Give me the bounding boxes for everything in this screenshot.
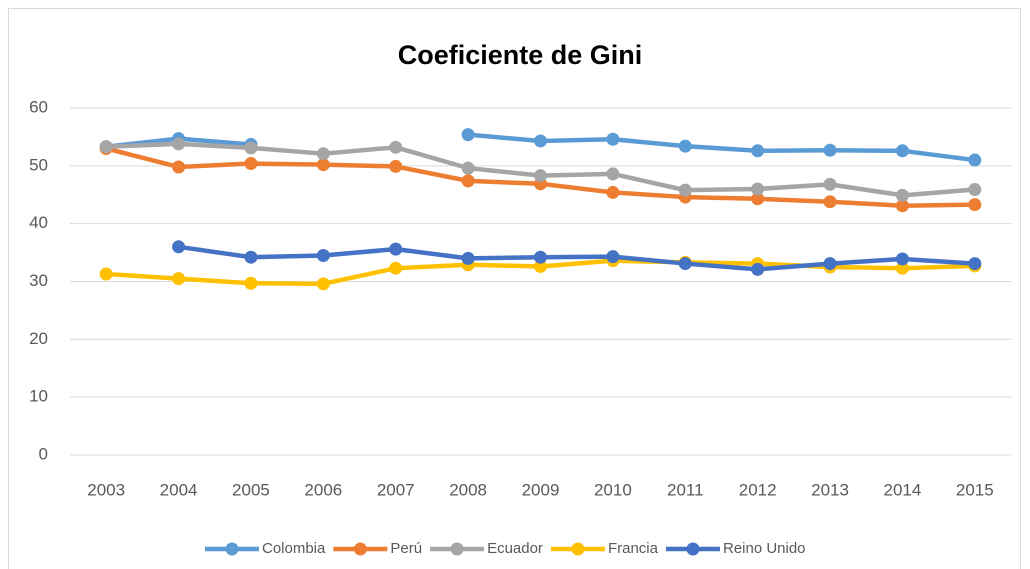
x-tick-label: 2004: [160, 480, 198, 499]
data-point: [895, 261, 909, 275]
y-tick-label: 40: [29, 213, 48, 232]
data-point: [461, 161, 475, 175]
data-point: [316, 248, 330, 262]
data-point: [751, 144, 765, 158]
data-point: [244, 157, 258, 171]
data-point: [244, 141, 258, 155]
data-point: [461, 174, 475, 188]
data-point: [172, 240, 186, 254]
legend-marker: [571, 542, 585, 556]
data-point: [823, 177, 837, 191]
legend-label: Ecuador: [487, 540, 543, 557]
x-tick-label: 2011: [667, 480, 704, 499]
x-tick-label: 2013: [811, 480, 849, 499]
data-point: [316, 147, 330, 161]
data-point: [606, 132, 620, 146]
data-point: [244, 250, 258, 264]
chart-border: [8, 8, 1021, 569]
data-point: [968, 183, 982, 197]
data-point: [244, 276, 258, 290]
data-point: [534, 259, 547, 273]
data-point: [968, 153, 982, 167]
data-point: [895, 144, 909, 158]
data-point: [751, 182, 765, 196]
data-point: [389, 242, 403, 256]
data-point: [606, 250, 620, 264]
data-point: [172, 137, 186, 151]
x-tick-label: 2005: [232, 480, 270, 499]
x-tick-label: 2009: [522, 480, 560, 499]
data-point: [389, 140, 403, 154]
data-point: [606, 185, 620, 199]
data-point: [678, 139, 692, 153]
data-point: [606, 167, 620, 181]
data-point: [823, 257, 837, 271]
data-point: [389, 261, 403, 275]
y-tick-label: 30: [29, 271, 48, 290]
data-point: [968, 257, 982, 271]
chart-title: Coeficiente de Gini: [398, 40, 643, 70]
legend-marker: [450, 542, 464, 556]
x-tick-label: 2006: [304, 480, 342, 499]
y-tick-label: 0: [39, 444, 48, 463]
y-tick-label: 20: [29, 329, 48, 348]
data-point: [172, 160, 186, 174]
data-point: [751, 192, 765, 206]
data-point: [534, 250, 547, 264]
data-point: [389, 159, 403, 173]
legend-label: Francia: [608, 540, 659, 557]
data-point: [751, 262, 765, 276]
data-point: [172, 272, 186, 286]
x-tick-label: 2010: [594, 480, 632, 499]
x-tick-label: 2008: [449, 480, 487, 499]
data-point: [895, 199, 909, 213]
data-point: [895, 252, 909, 266]
x-tick-label: 2012: [739, 480, 777, 499]
legend-marker: [686, 542, 700, 556]
data-point: [823, 143, 837, 157]
data-point: [316, 277, 330, 291]
x-tick-label: 2007: [377, 480, 415, 499]
series-line: [178, 244, 975, 272]
legend-label: Colombia: [262, 540, 326, 557]
x-tick-label: 2015: [956, 480, 994, 499]
data-point: [316, 158, 330, 172]
data-point: [534, 134, 547, 148]
data-point: [678, 183, 692, 197]
data-point: [99, 140, 113, 154]
data-point: [968, 198, 982, 212]
data-point: [461, 251, 475, 265]
x-tick-label: 2014: [884, 480, 922, 499]
data-point: [534, 169, 547, 183]
x-tick-label: 2003: [87, 480, 125, 499]
y-tick-label: 50: [29, 155, 48, 174]
data-point: [99, 267, 113, 281]
data-point: [461, 128, 475, 142]
legend-marker: [225, 542, 239, 556]
data-point: [895, 188, 909, 202]
legend-marker: [353, 542, 367, 556]
data-point: [823, 195, 837, 209]
legend-label: Perú: [390, 540, 422, 557]
y-tick-label: 10: [29, 387, 48, 406]
legend-label: Reino Unido: [723, 540, 806, 557]
y-tick-label: 60: [29, 97, 48, 116]
data-point: [678, 257, 692, 271]
